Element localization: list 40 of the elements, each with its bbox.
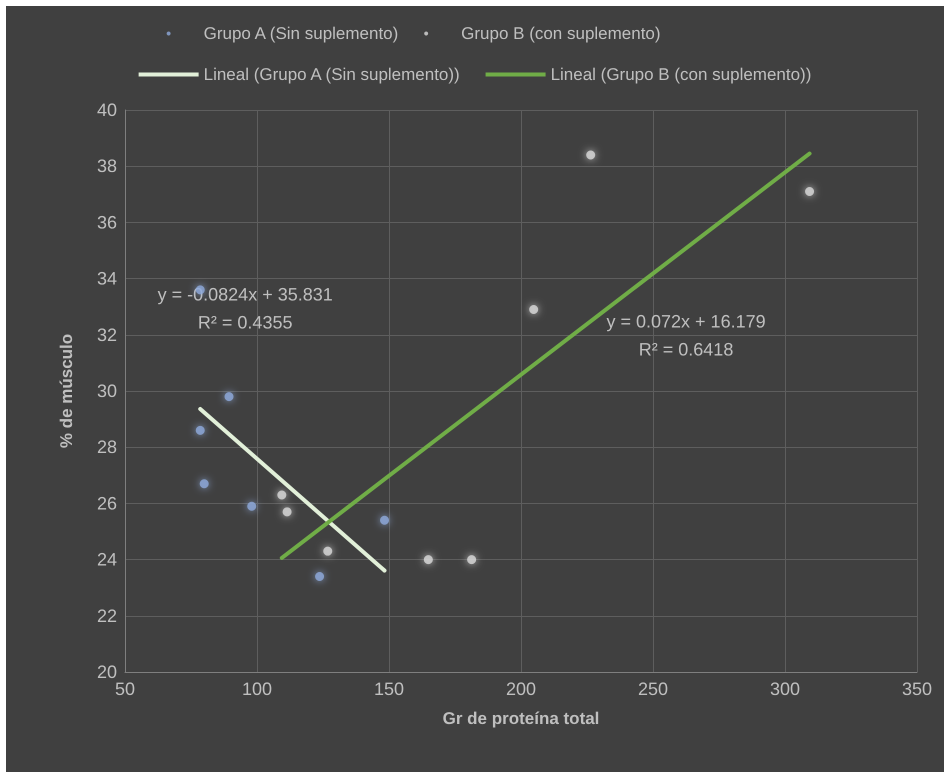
x-tick-label: 350 — [902, 679, 932, 699]
x-tick-label: 200 — [506, 679, 536, 699]
y-tick-label: 34 — [96, 268, 117, 289]
x-tick-label: 150 — [374, 679, 404, 699]
point — [467, 555, 476, 564]
legend-label: Grupo B (con suplemento) — [461, 24, 661, 43]
point — [196, 426, 205, 435]
point — [380, 516, 390, 525]
point — [805, 186, 814, 196]
y-axis-title: % de músculo — [57, 334, 76, 448]
point — [247, 502, 256, 511]
y-tick-label: 26 — [96, 493, 117, 514]
y-tick-label: 36 — [96, 212, 117, 232]
point — [323, 546, 332, 556]
x-tick-label: 250 — [638, 679, 668, 699]
point — [200, 479, 209, 488]
point — [224, 392, 234, 402]
y-tick-label: 20 — [96, 662, 117, 682]
legend-label: Lineal (Grupo B (con suplemento)) — [550, 65, 812, 84]
x-tick-label: 300 — [770, 679, 800, 699]
y-tick-label: 32 — [96, 324, 117, 345]
y-tick-label: 24 — [96, 550, 117, 570]
annotation: y = -0.0824x + 35.831 R² = 0.4355 — [158, 284, 333, 333]
point — [529, 305, 538, 314]
legend-label: Lineal (Grupo A (Sin suplemento)) — [204, 65, 460, 84]
y-tick-label: 30 — [96, 381, 117, 401]
x-axis-title: Gr de proteína total — [442, 709, 600, 728]
point — [586, 150, 596, 160]
y-tick-label: 40 — [96, 100, 117, 120]
y-tick-label: 22 — [96, 606, 117, 626]
point — [282, 507, 292, 516]
point — [424, 555, 433, 564]
y-tick-label: 28 — [96, 437, 117, 458]
x-tick-label: 100 — [242, 679, 272, 699]
legend-label: Grupo A (Sin suplemento) — [204, 24, 398, 43]
point — [277, 490, 286, 500]
point — [315, 572, 324, 581]
y-tick-label: 38 — [96, 156, 117, 176]
x-tick-label: 50 — [114, 679, 136, 699]
annotation: y = 0.072x + 16.179 R² = 0.6418 — [606, 311, 766, 360]
